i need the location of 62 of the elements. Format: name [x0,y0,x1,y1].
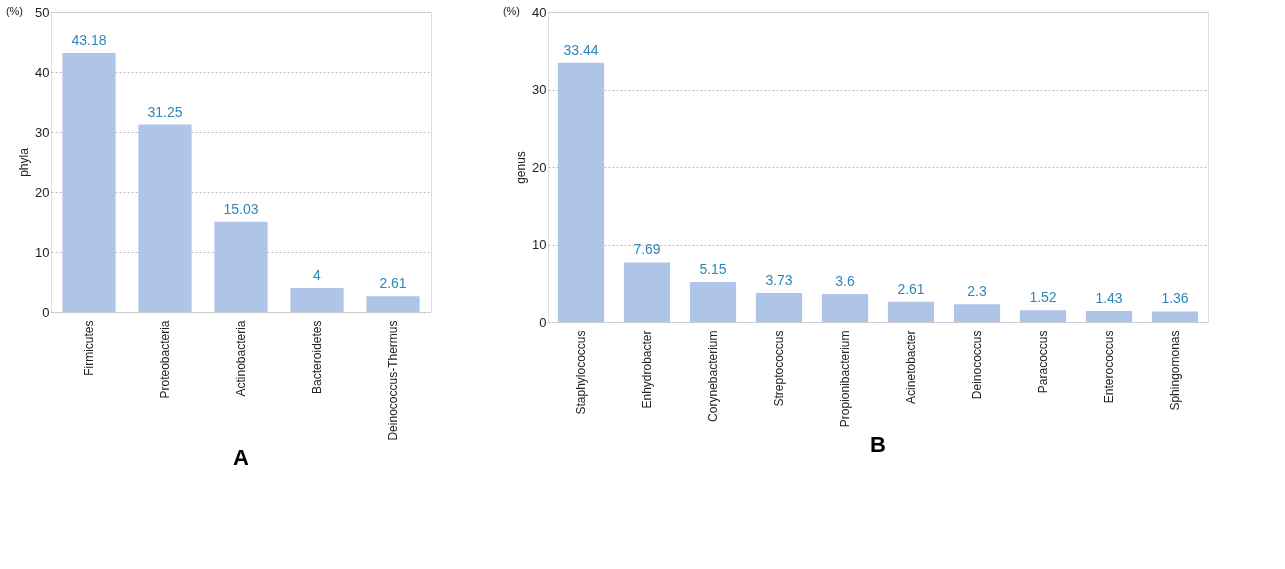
x-tick-label: Acinetobacter [904,330,918,404]
bar [214,221,268,312]
y-tick-label: 40 [35,64,50,80]
bar [821,294,869,322]
x-tick-label: Corynebacterium [706,330,720,422]
y-axis-title: genus [514,151,529,184]
data-label: 2.3 [967,283,987,300]
data-label: 4 [313,267,322,283]
text: A [233,445,250,471]
y-tick-label: 30 [35,124,50,140]
x-tick-label: Actinobacteria [234,320,248,397]
y-tick-label: 0 [539,314,547,330]
data-label: 3.73 [765,272,793,289]
x-tick-label: Staphylococcus [574,330,588,415]
x-tick-label: Streptococcus [772,330,786,407]
y-tick-label: 10 [532,237,547,252]
data-label: 33.44 [563,41,599,58]
bar [557,62,605,322]
y-tick-label: 0 [42,304,50,320]
y-tick-label: 10 [35,244,50,260]
y-axis-title: phyla [17,147,32,177]
bar [138,124,192,312]
text: (%) [502,5,520,17]
text: B [870,431,886,457]
bar [290,288,344,312]
y-tick-label: 20 [532,159,547,175]
x-tick-label: Deinococcus [970,330,984,400]
x-tick-label: Paracoccus [1036,330,1050,394]
y-tick-label: 40 [532,4,547,20]
data-label: 3.6 [835,273,855,290]
bar [623,262,671,322]
bar [953,304,1001,322]
data-label: 2.61 [379,275,407,292]
x-tick-label: Enhydrobacter [640,330,654,409]
text: (%) [5,5,23,17]
bar [1151,311,1199,322]
x-tick-label: Bacteroidetes [310,320,324,394]
y-tick-label: 20 [35,184,50,200]
data-label: 1.36 [1161,290,1189,307]
data-label: 1.52 [1029,289,1057,306]
data-label: 15.03 [223,200,259,217]
y-tick-label: 30 [532,82,547,97]
x-tick-label: Sphingomonas [1168,330,1182,411]
bar [1019,310,1067,322]
y-tick-label: 50 [35,4,50,20]
bar [689,282,737,322]
data-label: 7.69 [633,241,661,258]
x-tick-label: Deinococcus-Thermus [386,320,400,441]
data-label: 5.15 [699,261,727,278]
data-label: 2.61 [897,280,925,297]
bar [755,293,803,322]
data-label: 31.25 [147,103,183,120]
bar [366,296,420,312]
data-label: 43.18 [71,31,107,48]
data-label: 1.43 [1095,289,1123,306]
bar [887,301,935,322]
bar [62,52,116,312]
bar [1085,310,1133,322]
x-tick-label: Propionibacterium [838,330,852,428]
x-tick-label: Proteobacteria [158,320,172,399]
x-tick-label: Enterococcus [1102,330,1116,404]
x-tick-label: Firmicutes [82,320,96,376]
